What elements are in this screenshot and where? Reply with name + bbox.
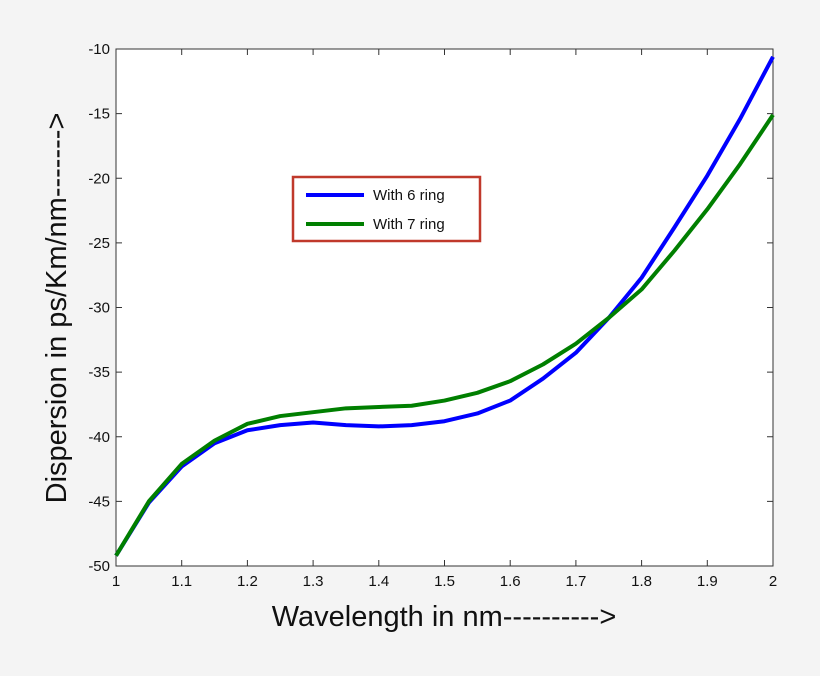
x-tick-label: 2 [769,573,777,590]
legend-box [291,175,482,243]
y-axis-label: Dispersion in ps/Km/nm-------> [41,113,73,504]
x-axis-label: Wavelength in nm----------> [272,601,617,633]
y-tick-label: -15 [88,106,110,123]
x-tick-label: 1.6 [500,573,521,590]
plot-area [115,48,774,567]
series-line-6-ring [114,55,775,557]
x-tick-label: 1.7 [565,573,586,590]
series-line-7-ring [114,113,775,557]
y-tick-label: -40 [88,429,110,446]
x-tick-label: 1.4 [368,573,389,590]
x-tick-label: 1.9 [697,573,718,590]
y-tick-label: -30 [88,300,110,317]
x-tick-label: 1.1 [171,573,192,590]
y-tick-label: -35 [88,364,110,381]
x-tick-label: 1.3 [303,573,324,590]
legend-label-6-ring: With 6 ring [373,187,445,204]
legend: With 6 ring With 7 ring [291,175,482,243]
y-tick-label: -25 [88,235,110,252]
x-tick-label: 1.8 [631,573,652,590]
y-tick-label: -10 [88,41,110,58]
x-tick-label: 1.2 [237,573,258,590]
x-tick-label: 1 [112,573,120,590]
y-tick-label: -20 [88,170,110,187]
y-tick-label: -45 [88,493,110,510]
legend-label-7-ring: With 7 ring [373,216,445,233]
y-tick-label: -50 [88,558,110,575]
x-tick-label: 1.5 [434,573,455,590]
